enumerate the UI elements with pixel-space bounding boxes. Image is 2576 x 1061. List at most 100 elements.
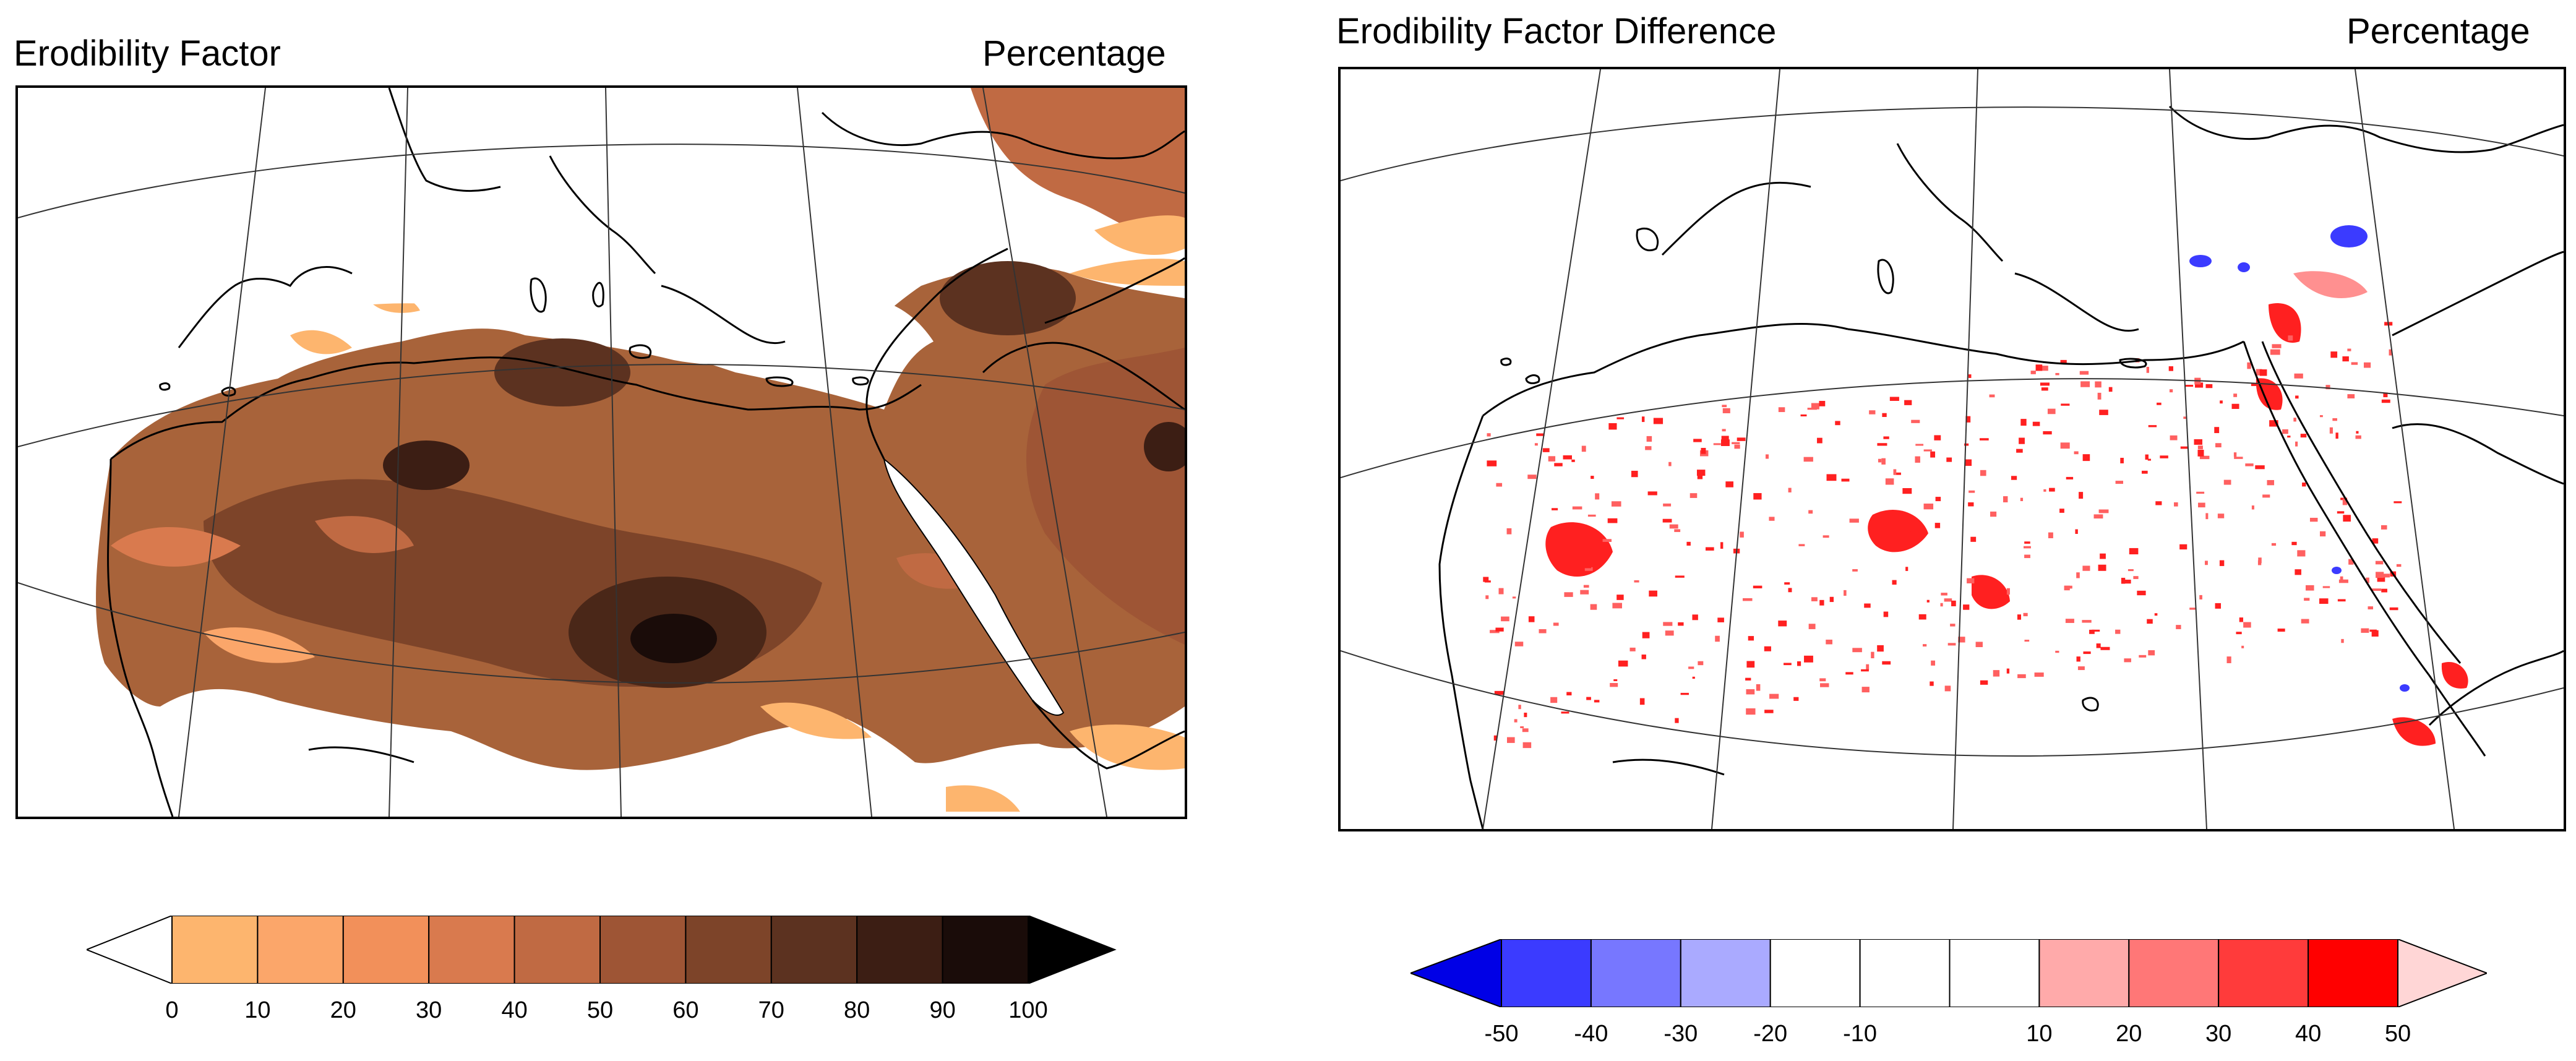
- difference-speckle: [1788, 588, 1792, 593]
- difference-speckle: [1698, 661, 1704, 666]
- difference-speckle: [1745, 677, 1751, 681]
- difference-speckle: [2319, 598, 2329, 604]
- difference-speckle: [1826, 639, 1832, 645]
- difference-speckle: [1721, 436, 1729, 440]
- difference-speckle: [2137, 590, 2146, 596]
- difference-speckle: [1946, 457, 1952, 462]
- difference-speckle: [1564, 592, 1573, 597]
- difference-speckle: [1616, 417, 1625, 419]
- difference-speckle: [1918, 614, 1926, 620]
- difference-speckle: [2322, 586, 2330, 588]
- right-colorbar-max-arrow: [2397, 938, 2489, 1008]
- difference-speckle: [1572, 506, 1582, 510]
- difference-speckle: [2295, 569, 2301, 575]
- difference-speckle: [2100, 646, 2110, 650]
- difference-speckle: [2356, 431, 2359, 434]
- difference-speckle: [1522, 742, 1532, 749]
- right-colorbar-tick-label: -20: [1753, 1021, 1788, 1047]
- right-colorbar-tick-label: 20: [2116, 1021, 2142, 1047]
- islands: [1500, 227, 2147, 711]
- difference-speckle: [1951, 600, 1956, 606]
- difference-speckle: [1904, 400, 1912, 405]
- difference-speckle: [1715, 635, 1720, 642]
- difference-speckle: [2259, 369, 2267, 376]
- difference-speckle: [2020, 497, 2024, 501]
- difference-speckle: [2287, 436, 2291, 438]
- right-colorbar-tick-label: -10: [1843, 1021, 1878, 1047]
- right-colorbar-bin: [2308, 939, 2398, 1008]
- difference-speckle: [2234, 457, 2243, 459]
- difference-speckle: [2347, 394, 2355, 398]
- difference-speckle: [2267, 479, 2275, 486]
- difference-speckle: [1970, 536, 1977, 542]
- left-map-units: Percentage: [982, 33, 1166, 74]
- difference-speckle: [2371, 588, 2382, 591]
- right-colorbar-bin: [1501, 939, 1592, 1008]
- difference-speckle: [2233, 393, 2238, 397]
- difference-speckle: [2124, 579, 2131, 584]
- difference-speckle: [1536, 433, 1545, 436]
- right-colorbar-tick-label: -30: [1664, 1021, 1698, 1047]
- difference-speckle: [1680, 692, 1689, 695]
- difference-speckle: [2341, 638, 2344, 643]
- difference-speckle: [2256, 369, 2262, 376]
- left-colorbar-bin: [171, 915, 259, 984]
- difference-speckle: [2340, 576, 2343, 582]
- difference-speckle: [2271, 543, 2277, 546]
- difference-speckle: [2347, 348, 2351, 351]
- difference-speckle: [1819, 401, 1826, 406]
- difference-speckle: [1963, 604, 1970, 610]
- difference-speckle: [1696, 470, 1706, 476]
- difference-speckle: [1610, 682, 1618, 687]
- difference-speckle: [2383, 392, 2388, 398]
- difference-speckle: [1629, 647, 1636, 651]
- mediterranean-sea: [204, 238, 934, 410]
- difference-speckle: [1935, 497, 1941, 502]
- difference-speckle: [1608, 423, 1617, 430]
- difference-speckle: [1902, 488, 1912, 494]
- difference-speckle: [2231, 403, 2239, 409]
- difference-speckle: [2368, 606, 2373, 610]
- difference-speckle: [1788, 488, 1792, 492]
- difference-speckle: [2309, 517, 2318, 522]
- difference-speckle: [2196, 491, 2205, 494]
- difference-speckle: [1940, 603, 1943, 607]
- red-sea: [883, 457, 1065, 716]
- difference-speckle: [1527, 475, 1537, 479]
- difference-speckle: [1498, 588, 1504, 595]
- left-colorbar-min-arrow: [85, 914, 173, 985]
- difference-speckle: [1548, 456, 1556, 462]
- difference-speckle: [2168, 366, 2173, 371]
- difference-speckle: [2376, 572, 2384, 578]
- difference-speckle: [2251, 505, 2254, 510]
- difference-speckle: [1485, 595, 1489, 599]
- difference-speckle: [1989, 394, 1995, 398]
- difference-speckle: [2389, 349, 2392, 356]
- difference-speckle: [1689, 493, 1698, 498]
- difference-speckle: [2179, 544, 2187, 550]
- difference-speckle: [2377, 575, 2385, 582]
- difference-speckle: [2372, 538, 2379, 544]
- difference-speckle: [1869, 410, 1876, 415]
- difference-speckle: [2043, 431, 2052, 435]
- difference-speckle: [2055, 372, 2059, 376]
- difference-speckle: [1607, 518, 1618, 523]
- difference-speckle: [2183, 416, 2187, 419]
- difference-speckle: [2160, 455, 2168, 458]
- difference-speckle: [1611, 501, 1621, 507]
- difference-speckle: [1881, 458, 1886, 465]
- difference-speckle: [1965, 416, 1971, 423]
- difference-speckle: [2043, 489, 2046, 492]
- difference-speckle: [1905, 567, 1908, 571]
- difference-speckle: [2214, 427, 2220, 434]
- difference-speckle: [1612, 603, 1622, 609]
- difference-speckle: [2115, 629, 2121, 634]
- difference-speckle: [1835, 421, 1840, 426]
- difference-speckle: [1487, 460, 1497, 466]
- difference-speckle: [1571, 459, 1575, 462]
- difference-speckle: [1595, 493, 1600, 500]
- difference-speckle: [2066, 476, 2074, 479]
- difference-speckle: [1642, 632, 1650, 638]
- left-colorbar-tick-label: 100: [1008, 997, 1048, 1023]
- difference-speckle: [1678, 622, 1684, 626]
